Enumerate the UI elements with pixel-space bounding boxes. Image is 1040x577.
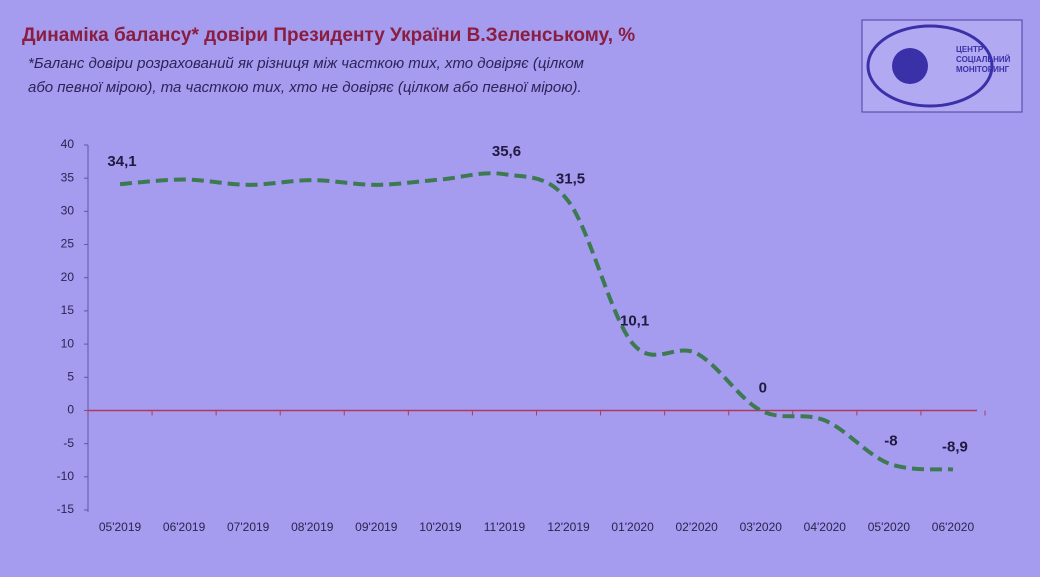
x-tick-label: 11'2019 — [484, 520, 526, 534]
data-label: -8 — [884, 433, 897, 450]
logo-icon — [892, 48, 928, 84]
x-tick-label: 12'2019 — [547, 520, 590, 534]
x-tick-label: 04'2020 — [804, 520, 847, 534]
x-tick-label: 08'2019 — [291, 520, 334, 534]
data-label: 34,1 — [107, 153, 136, 170]
line — [119, 171, 954, 472]
y-tick-label: 5 — [67, 369, 74, 383]
x-tick-label: 07'2019 — [227, 520, 270, 534]
y-tick-label: 30 — [61, 204, 75, 218]
y-tick-label: 15 — [61, 303, 75, 317]
y-tick-label: -10 — [57, 469, 75, 483]
x-tick-label: 03'2020 — [740, 520, 783, 534]
subtitle: *Баланс довіри розрахований як різниця м… — [28, 55, 584, 72]
x-tick-label: 10'2019 — [419, 520, 462, 534]
data-label: 31,5 — [556, 170, 585, 187]
y-tick-label: 10 — [61, 336, 75, 350]
y-tick-label: 35 — [61, 170, 75, 184]
y-tick-label: 40 — [61, 137, 75, 151]
chart-title: Динаміка балансу* довіри Президенту Укра… — [22, 25, 635, 46]
x-tick-label: 05'2019 — [99, 520, 142, 534]
y-tick-label: 20 — [61, 270, 75, 284]
logo-ring — [866, 24, 994, 108]
x-tick-label: 02'2020 — [676, 520, 719, 534]
data-label: 35,6 — [492, 143, 521, 160]
logo-text: ЦЕНТР — [956, 45, 984, 54]
x-tick-label: 01'2020 — [611, 520, 654, 534]
data-label: 10,1 — [620, 312, 649, 329]
y-tick-label: -15 — [57, 502, 75, 516]
x-tick-label: 09'2019 — [355, 520, 398, 534]
logo-text: МОНІТОРИНГ — [956, 65, 1010, 74]
data-label: 0 — [759, 379, 767, 396]
x-tick-label: 06'2019 — [163, 520, 206, 534]
y-tick-label: -5 — [63, 436, 74, 450]
data-label: -8,9 — [942, 438, 968, 455]
x-tick-label: 05'2020 — [868, 520, 911, 534]
logo-text: СОЦІАЛЬНИЙ — [956, 55, 1011, 64]
subtitle: або певної мірою), та часткою тих, хто н… — [28, 79, 582, 96]
x-tick-label: 06'2020 — [932, 520, 975, 534]
y-tick-label: 25 — [61, 237, 75, 251]
y-tick-label: 0 — [67, 403, 74, 417]
